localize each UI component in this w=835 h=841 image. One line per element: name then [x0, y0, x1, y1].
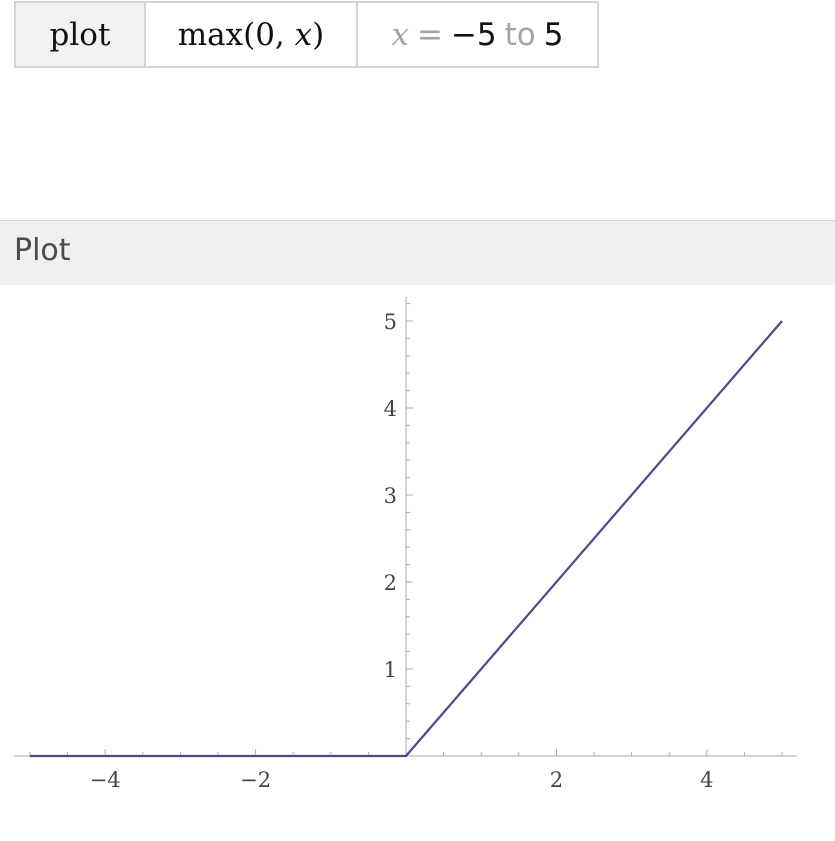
range-equals: = — [416, 16, 443, 53]
y-tick-label: 1 — [384, 658, 397, 682]
pod-title: Plot — [14, 233, 71, 268]
input-command-cell: plot — [16, 3, 144, 66]
function-suffix: ) — [312, 16, 325, 53]
input-range-cell: x = −5 to 5 — [356, 3, 597, 66]
y-tick-label: 3 — [384, 484, 397, 508]
x-tick-label: 4 — [700, 768, 713, 792]
plot-chart: −4 −2 2 4 1 2 3 4 5 — [14, 297, 797, 792]
input-command-text: plot — [49, 16, 111, 53]
y-tick-label: 2 — [384, 571, 397, 595]
plot-pod-header: Plot — [0, 220, 835, 285]
range-variable: x — [391, 16, 409, 53]
input-function-cell: max(0, x) — [144, 3, 356, 66]
function-variable: x — [294, 16, 313, 53]
x-tick-label: −2 — [240, 768, 271, 792]
y-tick-label: 4 — [384, 397, 397, 421]
range-to-word: to — [504, 16, 536, 53]
range-to: 5 — [543, 16, 564, 53]
input-interpretation-table: plot max(0, x) x = −5 to 5 — [14, 1, 599, 68]
y-tick-label: 5 — [384, 310, 397, 334]
function-prefix: max(0, — [177, 16, 295, 53]
x-tick-label: −4 — [90, 768, 121, 792]
range-from: −5 — [450, 16, 497, 53]
series-line — [30, 320, 783, 758]
x-tick-label: 2 — [550, 768, 563, 792]
